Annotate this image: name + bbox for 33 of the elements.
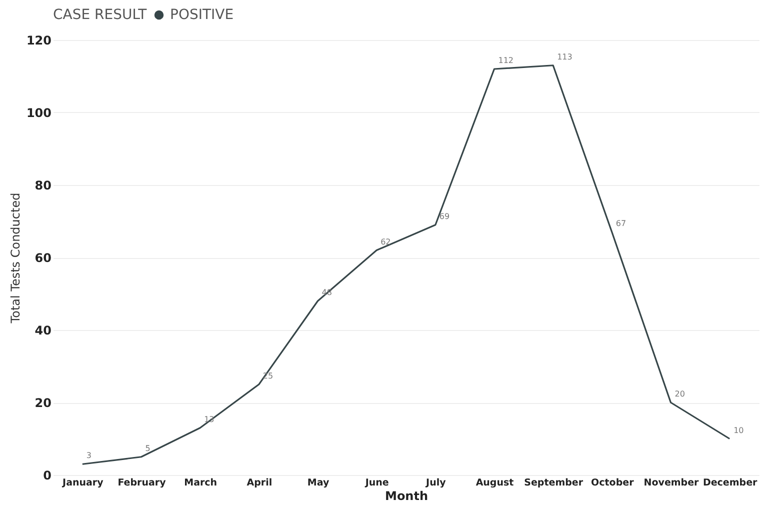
x-tick-label: November bbox=[644, 478, 700, 488]
data-label: 3 bbox=[86, 451, 92, 460]
line-series bbox=[82, 64, 730, 465]
x-tick-label: December bbox=[702, 478, 758, 488]
x-tick-label: January bbox=[62, 478, 104, 488]
data-label: 112 bbox=[498, 56, 514, 65]
legend-title: CASE RESULT bbox=[53, 7, 148, 23]
x-tick-label: March bbox=[184, 478, 218, 488]
y-tick-label: 60 bbox=[34, 251, 52, 265]
x-tick-label: August bbox=[476, 478, 514, 488]
y-tick-label: 100 bbox=[26, 106, 52, 120]
data-label: 62 bbox=[380, 237, 391, 246]
x-tick-label: September bbox=[524, 478, 584, 488]
x-tick-label: April bbox=[246, 478, 272, 488]
data-label: 20 bbox=[674, 390, 685, 398]
x-axis-title: Month bbox=[384, 489, 428, 503]
y-axis-title: Total Tests Conducted bbox=[8, 192, 22, 324]
y-tick-label: 120 bbox=[26, 34, 52, 48]
data-label: 113 bbox=[557, 52, 572, 62]
y-tick-label: 40 bbox=[34, 324, 52, 338]
legend-label: POSITIVE bbox=[170, 7, 234, 23]
x-tick-label: February bbox=[118, 478, 167, 488]
x-tick-label: October bbox=[591, 478, 634, 488]
data-label: 5 bbox=[145, 444, 150, 453]
x-tick-label: June bbox=[364, 478, 389, 488]
data-label: 67 bbox=[616, 219, 626, 228]
y-tick-label: 0 bbox=[43, 468, 52, 482]
data-label: 10 bbox=[734, 426, 744, 435]
y-tick-label: 80 bbox=[34, 178, 52, 192]
x-tick-label: May bbox=[307, 478, 330, 488]
x-tick-label: July bbox=[425, 478, 447, 488]
data-label: 69 bbox=[439, 212, 450, 221]
y-tick-label: 20 bbox=[34, 396, 52, 410]
